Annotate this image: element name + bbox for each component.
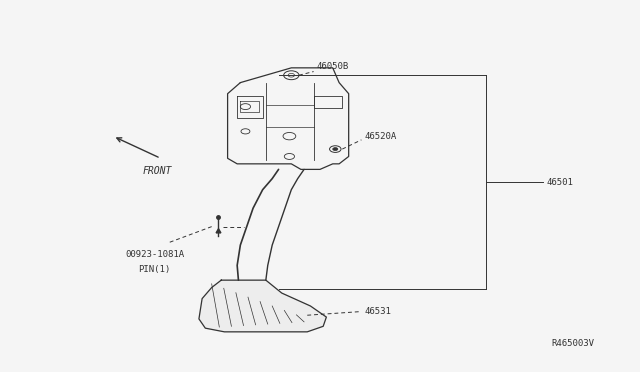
Text: 46050B: 46050B [317, 61, 349, 71]
Text: PIN(1): PIN(1) [138, 264, 171, 273]
Text: FRONT: FRONT [143, 166, 172, 176]
Circle shape [333, 148, 338, 151]
Text: 46501: 46501 [546, 178, 573, 187]
Text: 46531: 46531 [365, 307, 392, 316]
Polygon shape [199, 280, 326, 332]
Text: 46520A: 46520A [365, 132, 397, 141]
Text: 00923-1081A: 00923-1081A [125, 250, 185, 259]
Text: R465003V: R465003V [551, 340, 594, 349]
